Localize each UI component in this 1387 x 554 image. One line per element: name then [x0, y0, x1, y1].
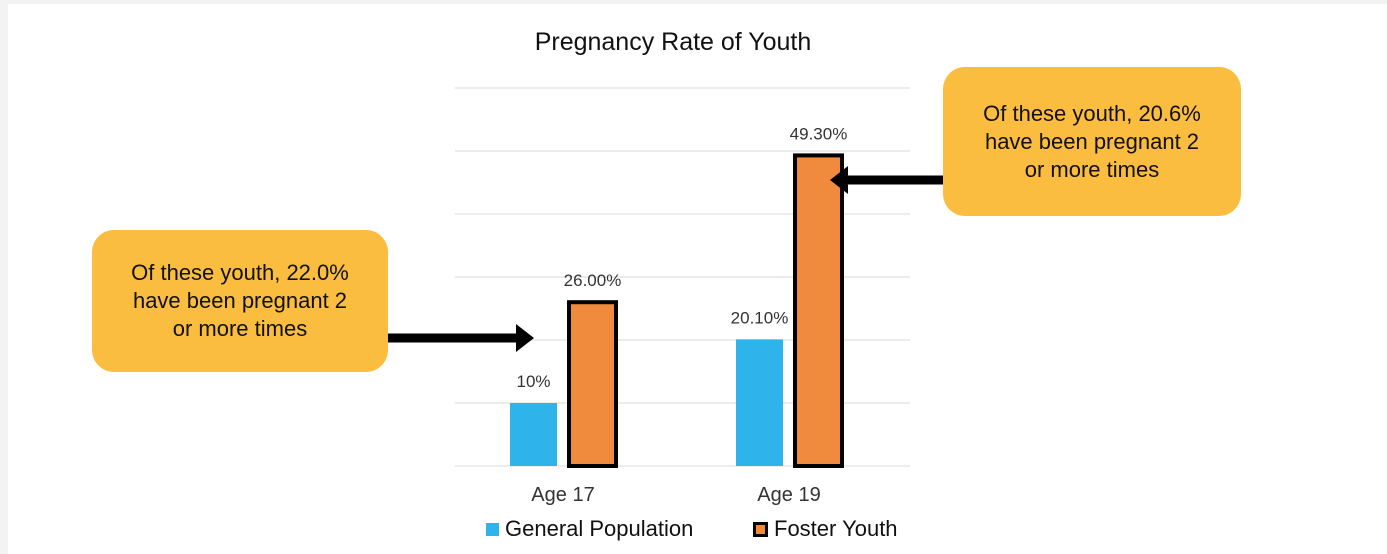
chart-title: Pregnancy Rate of Youth [534, 28, 812, 56]
arrow-right-head [830, 166, 848, 194]
chart-frame: 10% 26.00% Age 17 20.10% 49.30% Age 19 Pregna… [8, 4, 1387, 554]
x-tick-label: Age 17 [531, 484, 594, 506]
callout-left-line-2: have been pregnant 2 [132, 288, 348, 313]
legend-label-foster: Foster Youth [774, 516, 898, 541]
callout-left-line-3: or more times [172, 316, 308, 341]
legend-item-general-population: General Population [486, 516, 693, 542]
x-tick-label: Age 19 [757, 484, 820, 506]
legend-swatch-foster [753, 521, 768, 537]
data-label: 10% [516, 372, 550, 391]
data-label: 20.10% [731, 308, 789, 327]
legend-item-foster-youth: Foster Youth [753, 516, 898, 542]
callout-right-line-1: Of these youth, 20.6% [983, 100, 1201, 126]
callout-left-line-1: Of these youth, 22.0% [131, 260, 349, 285]
bar-general-population-age-17 [510, 403, 557, 466]
legend-swatch-general [486, 522, 499, 536]
data-label: 26.00% [564, 271, 622, 290]
callout-age-17: Of these youth, 22.0% have been pregnant… [92, 230, 388, 372]
chart-plot: 10% 26.00% Age 17 20.10% 49.30% Age 19 [368, 87, 981, 506]
bar-foster-youth-age-17 [567, 300, 618, 469]
legend-label-general: General Population [505, 516, 694, 541]
bar-foster-youth-age-19 [793, 153, 844, 468]
callout-age-19: Of these youth, 20.6% have been pregnant… [943, 67, 1241, 216]
arrow-left-head [516, 324, 534, 352]
bar-general-population-age-19 [736, 339, 783, 466]
callout-right-line-3: or more times [1024, 156, 1160, 182]
callout-right-line-2: have been pregnant 2 [984, 128, 1200, 154]
data-label: 49.30% [790, 124, 848, 143]
